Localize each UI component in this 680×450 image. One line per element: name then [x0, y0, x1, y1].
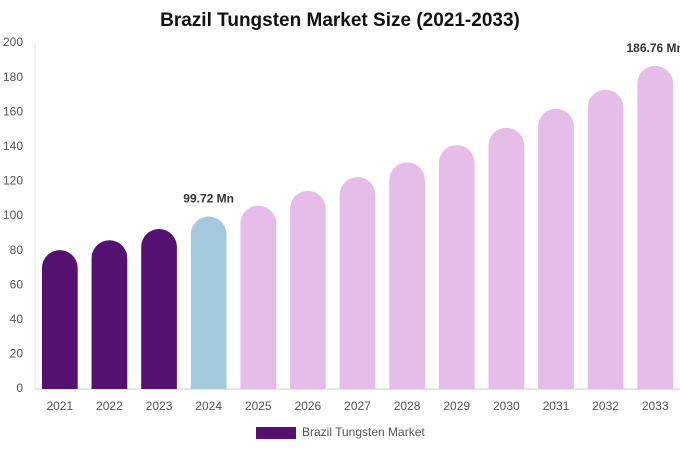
x-tick-label: 2024 [195, 399, 222, 413]
bar [538, 108, 574, 390]
x-tick-label: 2026 [295, 399, 322, 413]
legend-swatch [256, 427, 296, 439]
x-tick-label: 2029 [443, 399, 470, 413]
bar [290, 190, 326, 389]
y-tick-label: 200 [3, 35, 23, 49]
data-label: 186.76 Mn [627, 41, 680, 55]
x-tick-label: 2025 [245, 399, 272, 413]
y-tick-label: 20 [10, 347, 24, 361]
y-tick-label: 100 [3, 208, 23, 222]
bar [438, 145, 475, 389]
x-tick-label: 2027 [344, 399, 371, 413]
x-tick-label: 2023 [146, 399, 173, 413]
y-tick-label: 0 [16, 381, 23, 395]
y-tick-label: 40 [10, 312, 24, 326]
x-tick-label: 2028 [394, 399, 421, 413]
x-tick-label: 2032 [592, 399, 619, 413]
bar [637, 65, 674, 389]
x-tick-label: 2021 [46, 399, 73, 413]
y-tick-label: 80 [10, 243, 24, 257]
legend-label: Brazil Tungsten Market [302, 425, 425, 439]
y-tick-label: 140 [3, 139, 23, 153]
x-tick-label: 2031 [543, 399, 570, 413]
chart-title: Brazil Tungsten Market Size (2021-2033) [160, 10, 520, 31]
y-tick-label: 60 [10, 277, 24, 291]
x-tick-label: 2033 [642, 399, 669, 413]
y-tick-label: 120 [3, 174, 23, 188]
data-label: 99.72 Mn [183, 192, 234, 206]
bar [141, 228, 177, 389]
bar [190, 216, 227, 389]
x-tick-label: 2030 [493, 399, 520, 413]
y-tick-label: 160 [3, 104, 23, 118]
bar [339, 177, 376, 389]
x-tick-label: 2022 [96, 399, 123, 413]
bar [240, 205, 277, 389]
bar [587, 89, 624, 390]
bar [389, 162, 425, 389]
y-tick-label: 180 [3, 70, 23, 84]
bar [41, 250, 78, 389]
bar [488, 127, 525, 389]
bar [91, 240, 128, 389]
